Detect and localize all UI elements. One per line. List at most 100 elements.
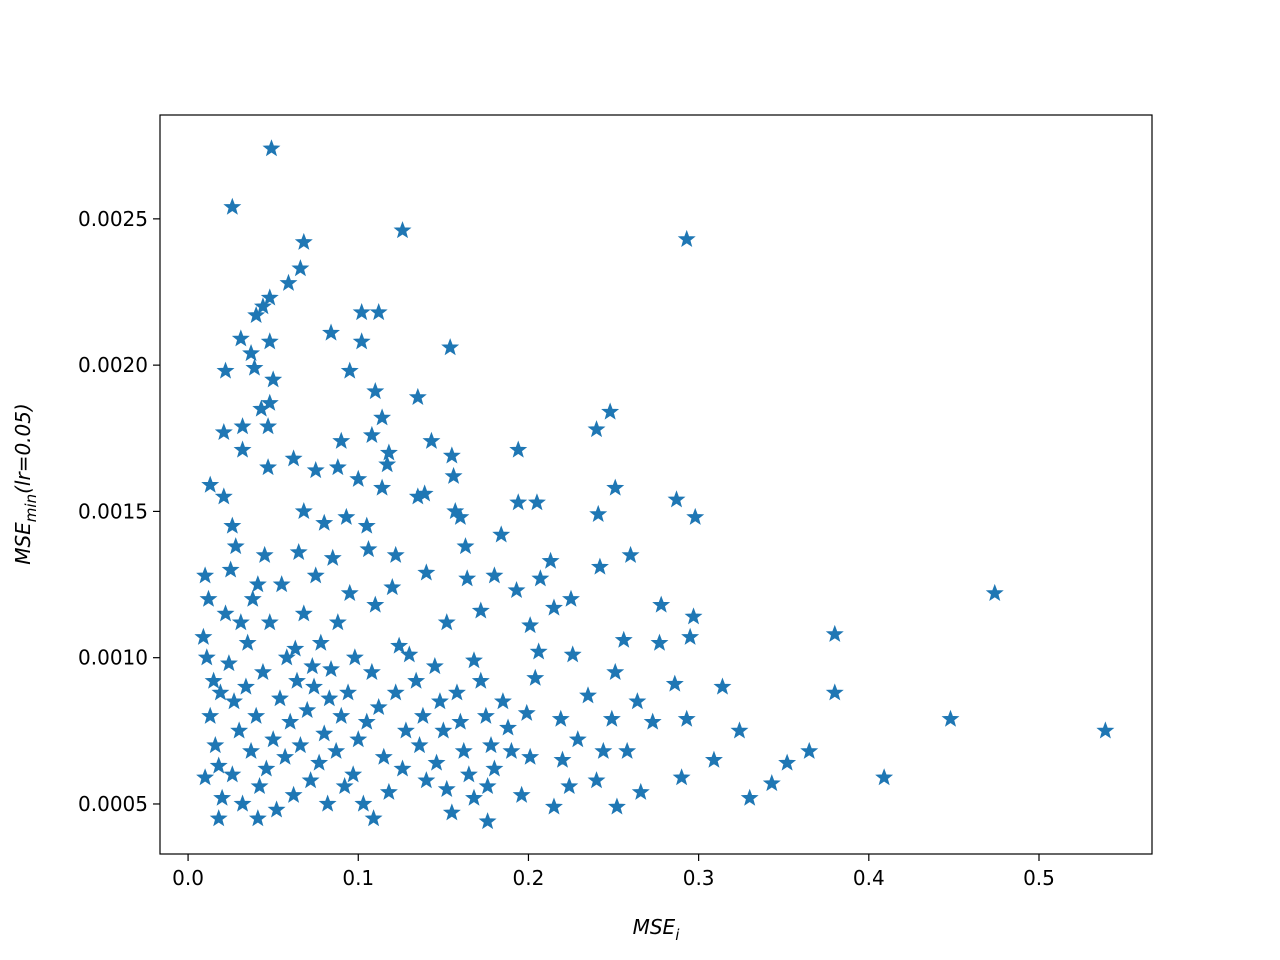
point <box>253 297 272 315</box>
point <box>294 604 313 622</box>
point <box>322 323 340 341</box>
point <box>306 566 325 584</box>
point <box>253 662 272 680</box>
point <box>531 569 550 587</box>
point <box>352 303 371 321</box>
point <box>369 303 388 321</box>
point <box>257 759 276 777</box>
point <box>594 741 613 759</box>
point <box>471 671 490 689</box>
point <box>545 797 563 815</box>
point <box>248 575 267 593</box>
point <box>875 768 894 786</box>
point <box>281 712 300 730</box>
point <box>684 607 703 625</box>
point <box>340 583 359 601</box>
point <box>527 493 546 511</box>
point <box>357 516 376 534</box>
point <box>730 721 749 739</box>
point <box>478 812 497 830</box>
point <box>740 788 759 806</box>
point <box>366 595 385 613</box>
point <box>284 785 303 803</box>
point <box>340 361 359 379</box>
point <box>614 630 633 648</box>
point <box>652 595 671 613</box>
y-label-sub: min <box>22 494 40 522</box>
point <box>271 689 289 707</box>
point <box>507 580 526 599</box>
point <box>589 504 608 522</box>
point <box>337 507 356 525</box>
point <box>294 501 313 520</box>
point <box>396 721 415 739</box>
point <box>364 809 383 827</box>
point <box>242 344 261 362</box>
point <box>247 305 266 324</box>
point <box>562 589 580 607</box>
point <box>264 730 283 748</box>
point <box>485 566 504 584</box>
point <box>196 768 215 786</box>
point <box>373 408 392 426</box>
point <box>196 566 215 584</box>
point <box>650 633 669 651</box>
point <box>442 803 461 821</box>
point <box>529 642 548 660</box>
point <box>465 651 483 669</box>
point <box>243 589 262 607</box>
point <box>345 648 364 666</box>
point <box>941 709 960 727</box>
point <box>417 563 436 581</box>
point <box>230 721 249 739</box>
point <box>444 466 463 484</box>
point <box>259 417 278 435</box>
point <box>386 683 405 701</box>
point <box>349 730 368 748</box>
point <box>262 139 281 157</box>
point <box>247 706 266 724</box>
point <box>248 809 267 827</box>
point <box>233 417 252 435</box>
point <box>545 598 563 616</box>
point <box>291 259 310 277</box>
point <box>512 785 531 803</box>
point <box>713 677 732 695</box>
point <box>335 776 354 795</box>
y-label-main: MSE <box>11 522 35 565</box>
point <box>194 627 213 645</box>
point <box>485 759 504 777</box>
point <box>413 706 432 724</box>
point <box>214 487 233 505</box>
point <box>201 475 220 493</box>
point <box>434 721 453 739</box>
point <box>509 440 528 458</box>
point <box>328 458 347 476</box>
point <box>315 513 334 531</box>
point <box>560 776 579 795</box>
y-tick-label: 0.0025 <box>78 207 148 231</box>
point <box>601 402 620 420</box>
point <box>665 674 684 692</box>
point <box>223 765 242 783</box>
point <box>328 613 347 631</box>
point <box>499 718 517 736</box>
x-tick-label: 0.4 <box>853 866 885 890</box>
point <box>349 469 368 487</box>
point <box>318 794 337 812</box>
point <box>422 431 441 449</box>
point <box>825 624 844 642</box>
point <box>359 540 378 558</box>
point <box>245 358 264 376</box>
point <box>264 370 283 388</box>
point <box>393 221 412 239</box>
point <box>339 683 358 701</box>
y-label-rest: (lr=0.05) <box>11 403 35 494</box>
point <box>260 332 279 350</box>
point <box>211 683 230 701</box>
point <box>587 771 606 789</box>
point <box>279 273 298 291</box>
point <box>197 648 216 666</box>
point <box>672 768 691 786</box>
